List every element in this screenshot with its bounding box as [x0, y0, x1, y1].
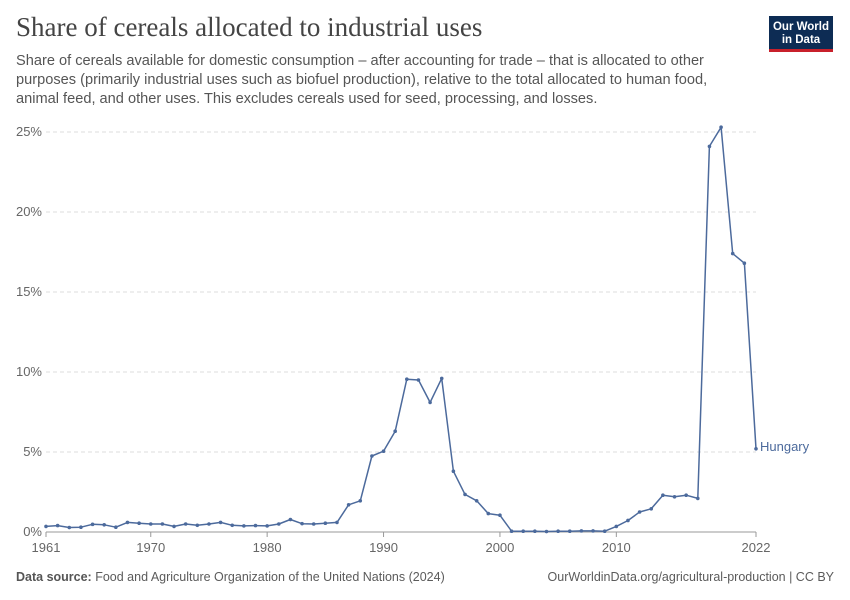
y-tick-label: 10% — [16, 364, 42, 379]
data-point — [218, 520, 223, 525]
series-line — [45, 126, 757, 533]
y-tick-label: 25% — [16, 124, 42, 139]
y-tick-label: 20% — [16, 204, 42, 219]
x-tick-label: 1961 — [32, 540, 61, 555]
chart-subtitle: Share of cereals available for domestic … — [16, 53, 708, 107]
owid-logo[interactable]: Our World in Data — [769, 16, 833, 52]
data-point — [125, 520, 130, 525]
data-point — [754, 447, 758, 451]
data-point — [276, 522, 281, 526]
data-point — [102, 523, 106, 527]
data-point — [428, 400, 432, 405]
data-point — [55, 523, 60, 528]
data-point — [684, 493, 688, 498]
data-point — [335, 520, 339, 525]
data-point — [393, 429, 397, 434]
data-point — [602, 529, 607, 533]
data-point — [370, 454, 374, 458]
data-point — [195, 523, 200, 528]
data-point — [405, 377, 409, 382]
data-point — [207, 522, 211, 526]
data-point — [498, 513, 502, 517]
data-point — [230, 523, 235, 528]
data-source-label: Data source: — [16, 570, 92, 584]
x-tick-label: 2010 — [602, 540, 631, 555]
data-point — [90, 522, 95, 527]
data-point — [486, 511, 491, 516]
data-point — [172, 524, 176, 529]
data-point — [626, 518, 630, 523]
data-point — [719, 125, 723, 129]
data-point — [556, 529, 560, 533]
y-tick-label: 15% — [16, 284, 42, 299]
data-point — [730, 251, 735, 256]
data-point — [288, 517, 293, 522]
data-point — [463, 492, 467, 497]
data-source-text: Food and Agriculture Organization of the… — [95, 570, 445, 584]
series-label: Hungary — [760, 439, 810, 454]
data-point — [521, 529, 526, 533]
data-point — [637, 510, 642, 514]
data-point — [591, 529, 595, 533]
data-point — [44, 524, 48, 529]
data-point — [451, 469, 456, 474]
data-point — [381, 449, 386, 454]
data-point — [696, 496, 700, 501]
data-point — [358, 499, 363, 503]
data-point — [649, 507, 654, 511]
data-point — [79, 525, 83, 529]
y-tick-label: 0% — [23, 524, 42, 539]
data-point — [579, 529, 584, 533]
footer-link[interactable]: OurWorldinData.org/agricultural-producti… — [547, 570, 834, 584]
data-point — [160, 522, 165, 526]
x-tick-label: 1970 — [136, 540, 165, 555]
data-point — [311, 522, 316, 526]
data-point — [265, 524, 269, 528]
data-point — [242, 524, 246, 528]
y-tick-label: 5% — [23, 444, 42, 459]
data-point — [300, 521, 304, 526]
data-point — [148, 522, 153, 526]
data-point — [67, 525, 72, 530]
data-point — [533, 529, 537, 533]
x-tick-label: 2022 — [742, 540, 771, 555]
data-point — [742, 261, 747, 266]
logo-line-1: Our World — [772, 21, 829, 33]
x-tick-label: 2000 — [485, 540, 514, 555]
data-point — [707, 144, 712, 149]
data-point — [323, 521, 328, 525]
data-source: Data source: Food and Agriculture Organi… — [16, 570, 445, 584]
data-point — [346, 503, 351, 507]
data-point — [137, 521, 141, 525]
data-point — [439, 376, 444, 381]
data-point — [183, 522, 188, 526]
data-point — [614, 524, 619, 529]
data-point — [114, 525, 118, 529]
data-point — [509, 529, 514, 533]
data-point — [672, 495, 677, 499]
x-tick-label: 1980 — [253, 540, 282, 555]
data-point — [544, 529, 549, 534]
data-point — [567, 529, 572, 533]
data-point — [474, 499, 479, 503]
logo-line-2: in Data — [781, 34, 821, 46]
data-point — [253, 523, 258, 528]
x-tick-label: 1990 — [369, 540, 398, 555]
chart-title: Share of cereals allocated to industrial… — [16, 12, 483, 42]
data-point — [416, 378, 421, 382]
data-point — [661, 493, 665, 498]
